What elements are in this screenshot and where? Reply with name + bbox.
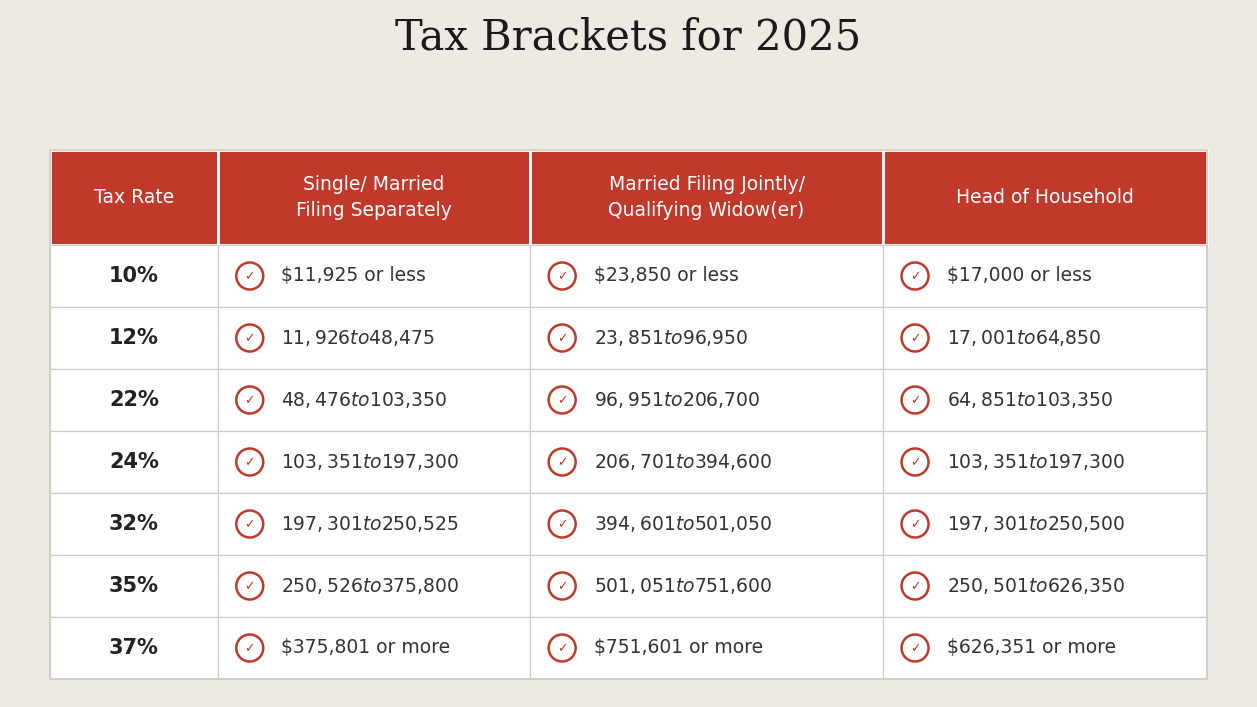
Text: $626,351 or more: $626,351 or more — [947, 638, 1116, 658]
Bar — [50, 150, 1207, 679]
Text: $197,301 to $250,500: $197,301 to $250,500 — [947, 514, 1125, 534]
Text: Married Filing Jointly/
Qualifying Widow(er): Married Filing Jointly/ Qualifying Widow… — [608, 175, 804, 220]
Text: ✓: ✓ — [557, 271, 567, 284]
Text: ✓: ✓ — [557, 332, 567, 346]
Bar — [530, 150, 882, 245]
Text: $48,476 to $103,350: $48,476 to $103,350 — [282, 390, 447, 410]
Text: $96,951 to $206,700: $96,951 to $206,700 — [593, 390, 760, 410]
Text: $751,601 or more: $751,601 or more — [593, 638, 763, 658]
Text: Tax Brackets for 2025: Tax Brackets for 2025 — [396, 16, 861, 59]
Bar — [530, 617, 882, 679]
Text: ✓: ✓ — [245, 580, 255, 593]
Text: ✓: ✓ — [557, 518, 567, 532]
Text: 37%: 37% — [109, 638, 158, 658]
Bar — [530, 245, 882, 307]
Text: ✓: ✓ — [245, 332, 255, 346]
Bar — [50, 617, 217, 679]
Bar — [882, 150, 1207, 245]
Text: $394,601 to $501,050: $394,601 to $501,050 — [593, 514, 772, 534]
Text: ✓: ✓ — [245, 643, 255, 655]
Text: ✓: ✓ — [910, 332, 920, 346]
Text: 24%: 24% — [109, 452, 158, 472]
Text: Single/ Married
Filing Separately: Single/ Married Filing Separately — [295, 175, 453, 220]
Bar — [217, 150, 530, 245]
Text: ✓: ✓ — [557, 580, 567, 593]
Bar — [50, 150, 217, 245]
Text: ✓: ✓ — [910, 643, 920, 655]
Bar — [217, 245, 530, 307]
Text: 32%: 32% — [109, 514, 158, 534]
Bar — [217, 493, 530, 555]
Text: $206,701 to $394,600: $206,701 to $394,600 — [593, 452, 772, 472]
Bar — [882, 307, 1207, 369]
Text: $250,526 to $375,800: $250,526 to $375,800 — [282, 576, 460, 596]
Bar — [50, 493, 217, 555]
Text: ✓: ✓ — [245, 457, 255, 469]
Bar — [530, 369, 882, 431]
Bar — [882, 493, 1207, 555]
Text: ✓: ✓ — [245, 271, 255, 284]
Text: Tax Rate: Tax Rate — [94, 188, 173, 207]
Text: 35%: 35% — [109, 576, 158, 596]
Bar — [50, 245, 217, 307]
Bar — [50, 555, 217, 617]
Text: $501,051 to $751,600: $501,051 to $751,600 — [593, 576, 772, 596]
Bar — [530, 307, 882, 369]
Text: $197,301 to $250,525: $197,301 to $250,525 — [282, 514, 459, 534]
Text: $250,501 to $626,350: $250,501 to $626,350 — [947, 576, 1125, 596]
Text: $103,351 to $197,300: $103,351 to $197,300 — [282, 452, 460, 472]
Bar — [50, 431, 217, 493]
Text: 10%: 10% — [109, 266, 158, 286]
Text: ✓: ✓ — [557, 457, 567, 469]
Bar — [217, 431, 530, 493]
Bar — [882, 245, 1207, 307]
Bar — [50, 369, 217, 431]
Text: Head of Household: Head of Household — [957, 188, 1134, 207]
Bar — [217, 369, 530, 431]
Text: $11,926 to $48,475: $11,926 to $48,475 — [282, 328, 435, 348]
Bar — [882, 431, 1207, 493]
Bar — [530, 555, 882, 617]
Text: ✓: ✓ — [557, 395, 567, 407]
Bar — [217, 555, 530, 617]
Text: 12%: 12% — [109, 328, 158, 348]
Text: 22%: 22% — [109, 390, 158, 410]
Text: ✓: ✓ — [557, 643, 567, 655]
Text: $103,351 to $197,300: $103,351 to $197,300 — [947, 452, 1125, 472]
Bar — [50, 307, 217, 369]
Bar — [217, 307, 530, 369]
Text: $17,001 to $64,850: $17,001 to $64,850 — [947, 328, 1101, 348]
Text: ✓: ✓ — [245, 518, 255, 532]
Bar — [882, 555, 1207, 617]
Text: ✓: ✓ — [245, 395, 255, 407]
Text: ✓: ✓ — [910, 395, 920, 407]
Bar — [530, 493, 882, 555]
Bar — [217, 617, 530, 679]
Text: $375,801 or more: $375,801 or more — [282, 638, 450, 658]
Text: ✓: ✓ — [910, 518, 920, 532]
Bar — [882, 369, 1207, 431]
Text: $64,851 to $103,350: $64,851 to $103,350 — [947, 390, 1112, 410]
Bar — [882, 617, 1207, 679]
Bar — [530, 431, 882, 493]
Text: $23,850 or less: $23,850 or less — [593, 267, 739, 286]
Text: $23,851 to $96,950: $23,851 to $96,950 — [593, 328, 748, 348]
Text: $11,925 or less: $11,925 or less — [282, 267, 426, 286]
Text: ✓: ✓ — [910, 271, 920, 284]
Text: ✓: ✓ — [910, 580, 920, 593]
Text: ✓: ✓ — [910, 457, 920, 469]
Text: $17,000 or less: $17,000 or less — [947, 267, 1091, 286]
